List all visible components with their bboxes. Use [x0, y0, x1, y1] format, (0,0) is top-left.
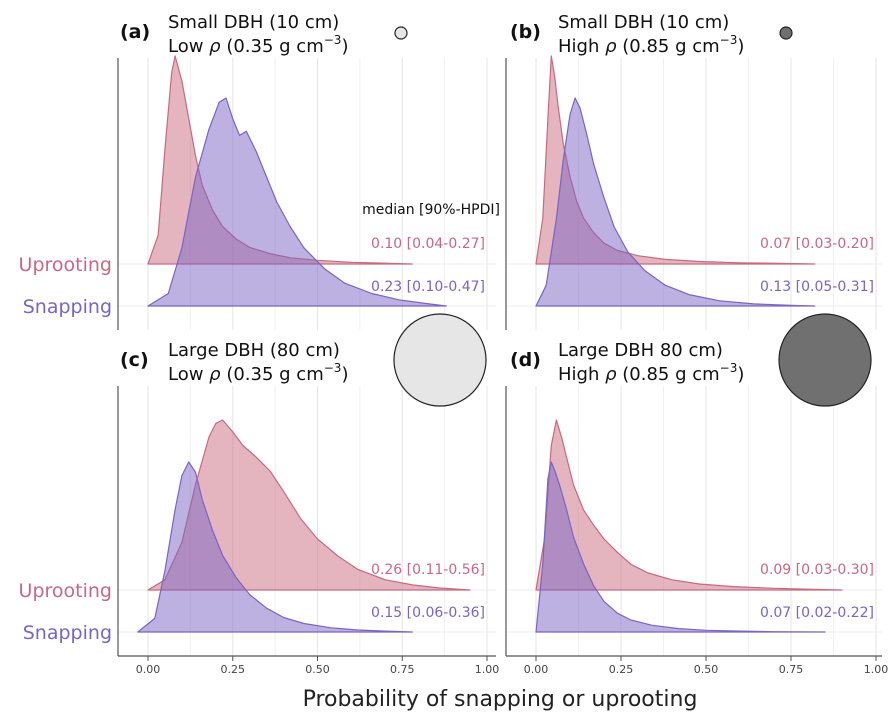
x-tick-label: 0.00 — [524, 663, 549, 676]
x-tick-label: 0.25 — [221, 663, 246, 676]
panel-subtitle: High ρ (0.85 g cm−3) — [558, 33, 744, 57]
x-tick-label: 0.75 — [390, 663, 415, 676]
row-label-uprooting: Uprooting — [19, 254, 112, 276]
snapping-density — [147, 97, 447, 307]
snapping-density — [535, 461, 826, 633]
large-dark-circle-swatch — [778, 313, 872, 407]
x-tick-label: 0.50 — [694, 663, 719, 676]
x-axis-label: Probability of snapping or uprooting — [303, 687, 698, 712]
panel-b: 0.07 [0.03-0.20] 0.13 [0.05-0.31] (b) Small… — [505, 12, 882, 330]
x-tick-label: 0.25 — [609, 663, 634, 676]
panel-label: (d) — [510, 349, 541, 371]
row-label-snapping: Snapping — [23, 296, 112, 318]
panel-title: Large DBH 80 cm) — [558, 340, 723, 361]
x-tick-label: 1.00 — [475, 663, 500, 676]
x-tick-label: 0.50 — [305, 663, 330, 676]
x-tick-label: 1.00 — [864, 663, 889, 676]
x-tick-label: 0.00 — [136, 663, 161, 676]
panel-c: 0.26 [0.11-0.56] 0.15 [0.06-0.36] (c) Large… — [117, 313, 496, 656]
panel-label: (c) — [120, 349, 149, 371]
x-tick-label: 0.75 — [779, 663, 804, 676]
large-light-circle-swatch — [393, 313, 487, 407]
snapping-density — [137, 461, 413, 633]
panel-subtitle: High ρ (0.85 g cm−3) — [558, 361, 744, 385]
snapping-density — [535, 97, 816, 307]
small-dark-circle-swatch — [779, 26, 793, 40]
panel-title: Large DBH (80 cm) — [168, 340, 340, 361]
uprooting-density — [147, 419, 471, 591]
row-label-snapping: Snapping — [23, 622, 112, 644]
panel-label: (b) — [510, 21, 541, 43]
uprooting-density — [535, 419, 843, 591]
snapping-annotation: 0.15 [0.06-0.36] — [371, 605, 485, 621]
uprooting-annotation: 0.26 [0.11-0.56] — [371, 562, 485, 578]
row-label-uprooting: Uprooting — [19, 580, 112, 602]
annotation-header: median [90%-HPDI] — [362, 202, 500, 218]
panel-title: Small DBH (10 cm) — [558, 12, 729, 33]
snapping-annotation: 0.07 [0.02-0.22] — [760, 605, 874, 621]
panel-label: (a) — [120, 21, 150, 43]
panel-subtitle: Low ρ (0.35 g cm−3) — [168, 361, 348, 385]
snapping-annotation: 0.23 [0.10-0.47] — [371, 279, 485, 295]
small-light-circle-swatch — [394, 26, 408, 40]
panel-a: 0.10 [0.04-0.27] 0.23 [0.10-0.47] (a) Small… — [117, 12, 496, 330]
panel-d: 0.09 [0.03-0.30] 0.07 [0.02-0.22] (d) Large… — [505, 313, 882, 656]
panel-title: Small DBH (10 cm) — [168, 12, 339, 33]
uprooting-annotation: 0.07 [0.03-0.20] — [760, 236, 874, 252]
uprooting-annotation: 0.10 [0.04-0.27] — [371, 236, 485, 252]
panel-subtitle: Low ρ (0.35 g cm−3) — [168, 33, 348, 57]
snapping-annotation: 0.13 [0.05-0.31] — [760, 279, 874, 295]
uprooting-annotation: 0.09 [0.03-0.30] — [760, 562, 874, 578]
